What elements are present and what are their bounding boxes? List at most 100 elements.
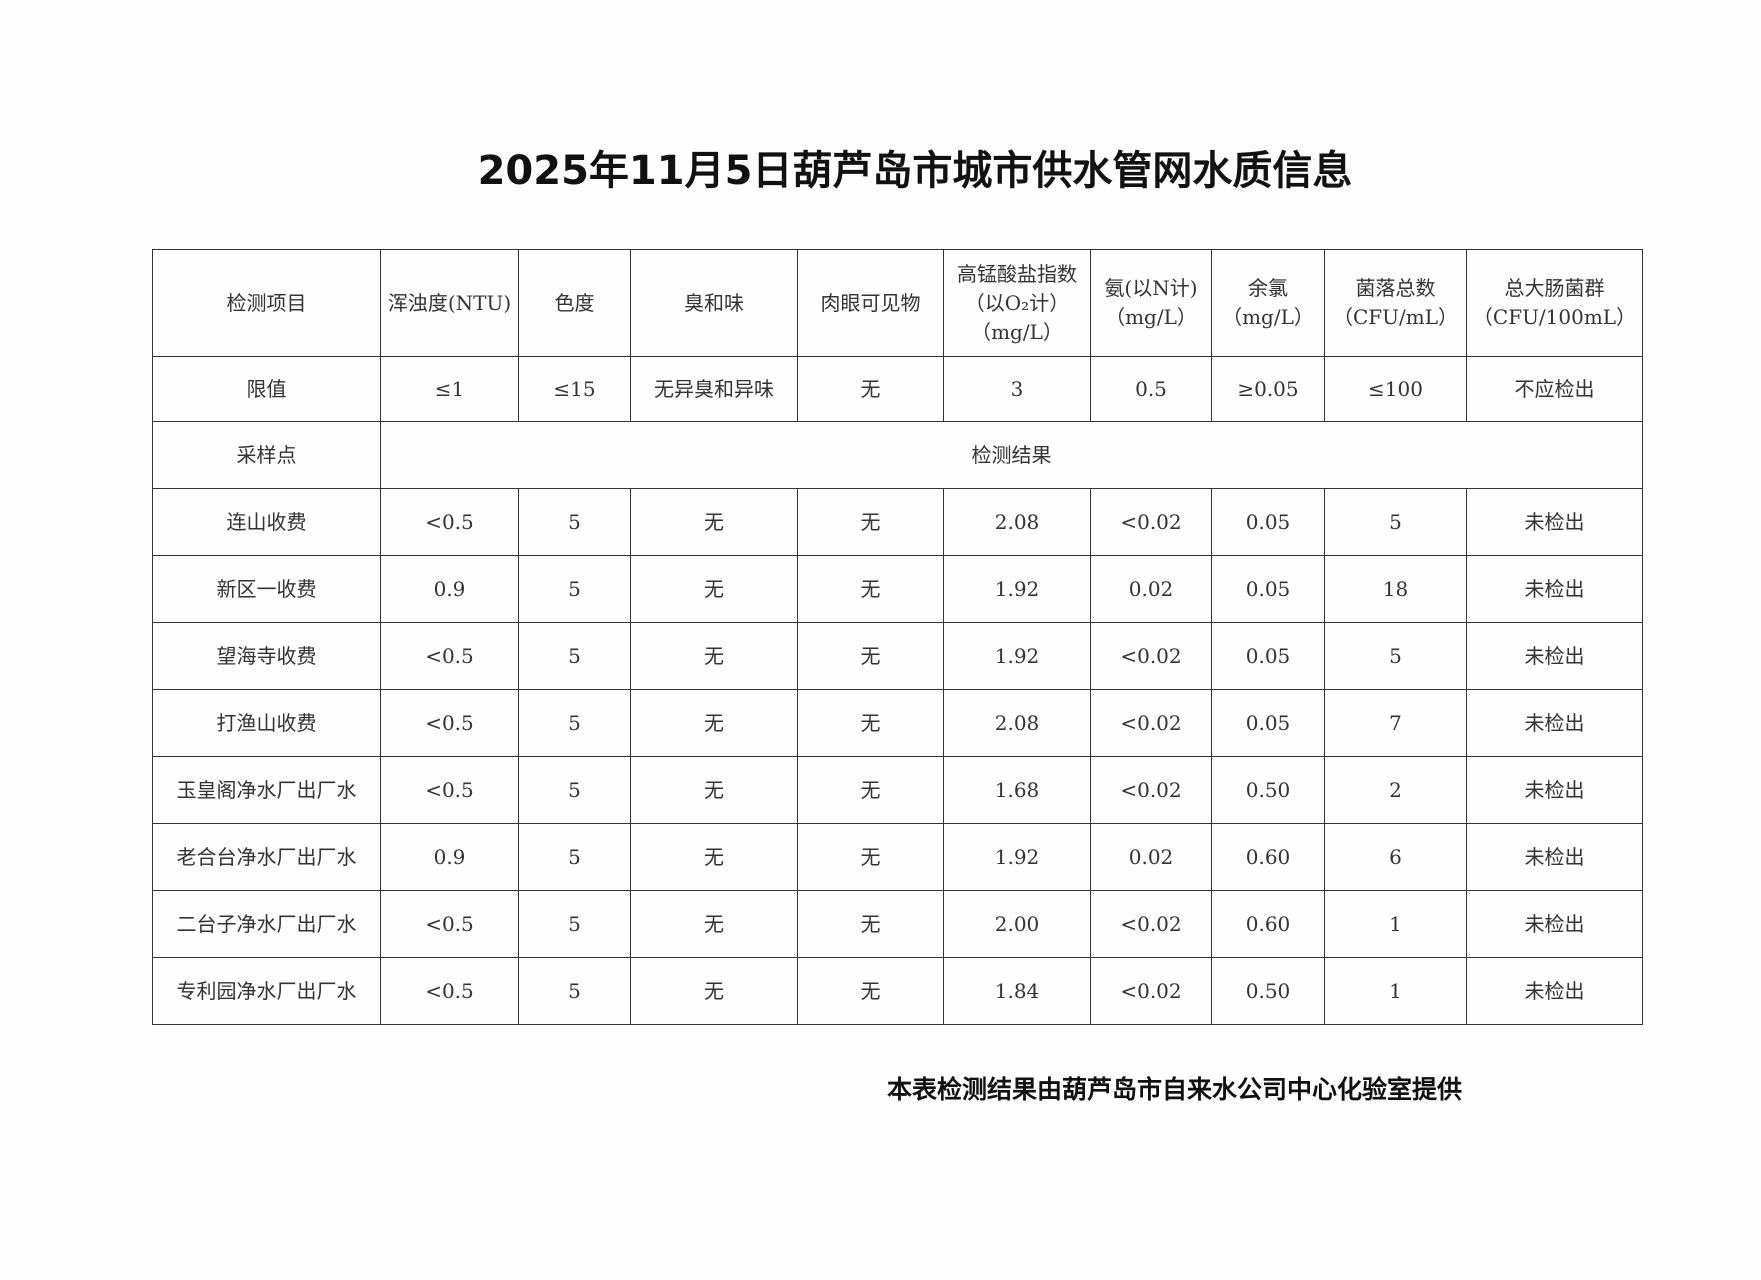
limit-cell: 0.5: [1090, 356, 1212, 422]
footer-note: 本表检测结果由葫芦岛市自来水公司中心化验室提供: [887, 1075, 1463, 1104]
table-cell: 5: [518, 488, 631, 556]
header-cell: 高锰酸盐指数（以O₂计）（mg/L）: [943, 249, 1091, 357]
table-cell: 0.05: [1211, 488, 1325, 556]
header-cell: 余氯（mg/L）: [1211, 249, 1325, 357]
table-cell: 无: [797, 689, 944, 757]
table-cell: 无: [630, 823, 798, 891]
table-cell: 无: [630, 890, 798, 958]
table-cell: 0.60: [1211, 823, 1325, 891]
table-cell: 新区一收费: [152, 555, 381, 623]
table-row: 连山收费 <0.5 5 无无 2.08 <0.02 0.05 5 未检出: [152, 488, 1643, 556]
table-cell: 5: [1324, 622, 1467, 690]
limit-cell: ≤1: [380, 356, 519, 422]
table-cell: 0.02: [1090, 555, 1212, 623]
table-cell: 未检出: [1466, 957, 1643, 1025]
table-cell: 1.92: [943, 823, 1091, 891]
table-cell: 5: [518, 555, 631, 623]
table-row: 专利园净水厂出厂水 <0.5 5 无无 1.84 <0.02 0.50 1 未检出: [152, 957, 1643, 1025]
header-cell: 总大肠菌群（CFU/100mL）: [1466, 249, 1643, 357]
table-cell: 0.05: [1211, 689, 1325, 757]
table-cell: 望海寺收费: [152, 622, 381, 690]
table-row: 玉皇阁净水厂出厂水 <0.5 5 无无 1.68 <0.02 0.50 2 未检出: [152, 756, 1643, 824]
table-cell: 未检出: [1466, 555, 1643, 623]
table-cell: 0.50: [1211, 756, 1325, 824]
header-row: 检测项目 浑浊度(NTU) 色度 臭和味 肉眼可见物 高锰酸盐指数（以O₂计）（mg/L）…: [152, 249, 1643, 357]
water-quality-table: 检测项目 浑浊度(NTU) 色度 臭和味 肉眼可见物 高锰酸盐指数（以O₂计）（mg/L）…: [152, 249, 1643, 1025]
table-row: 二台子净水厂出厂水 <0.5 5 无无 2.00 <0.02 0.60 1 未检出: [152, 890, 1643, 958]
table-cell: 无: [630, 622, 798, 690]
table-cell: 玉皇阁净水厂出厂水: [152, 756, 381, 824]
table-cell: 无: [797, 957, 944, 1025]
limit-row: 限值 ≤1 ≤15 无异臭和异味无 3 0.5 ≥0.05 ≤100 不应检出: [152, 356, 1643, 422]
table-cell: 老合台净水厂出厂水: [152, 823, 381, 891]
table-cell: 0.50: [1211, 957, 1325, 1025]
table-cell: <0.5: [380, 756, 519, 824]
table-cell: <0.5: [380, 689, 519, 757]
table-cell: <0.5: [380, 622, 519, 690]
limit-cell: 无异臭和异味: [630, 356, 798, 422]
table-cell: 5: [518, 823, 631, 891]
table-cell: 无: [630, 488, 798, 556]
header-cell: 肉眼可见物: [797, 249, 944, 357]
table-cell: 无: [797, 488, 944, 556]
table-cell: 5: [1324, 488, 1467, 556]
table-cell: 1: [1324, 957, 1467, 1025]
table-cell: 6: [1324, 823, 1467, 891]
limit-cell: 限值: [152, 356, 381, 422]
table-cell: <0.02: [1090, 957, 1212, 1025]
table-cell: 无: [630, 957, 798, 1025]
table-cell: 0.05: [1211, 622, 1325, 690]
table-cell: <0.5: [380, 890, 519, 958]
table-cell: 0.9: [380, 823, 519, 891]
table-cell: <0.02: [1090, 689, 1212, 757]
table-cell: 1.68: [943, 756, 1091, 824]
table-cell: 2.08: [943, 689, 1091, 757]
table-cell: 未检出: [1466, 890, 1643, 958]
results-label: 检测结果: [380, 421, 1643, 489]
table-cell: 连山收费: [152, 488, 381, 556]
limit-cell: 不应检出: [1466, 356, 1643, 422]
table-cell: 二台子净水厂出厂水: [152, 890, 381, 958]
table-cell: 未检出: [1466, 622, 1643, 690]
table-cell: <0.02: [1090, 890, 1212, 958]
page-title: 2025年11月5日葫芦岛市城市供水管网水质信息: [477, 148, 1353, 194]
table-cell: <0.5: [380, 957, 519, 1025]
table-cell: 打渔山收费: [152, 689, 381, 757]
table-cell: 未检出: [1466, 823, 1643, 891]
table-cell: 0.60: [1211, 890, 1325, 958]
table-cell: 5: [518, 957, 631, 1025]
table-row: 新区一收费 0.9 5 无无 1.92 0.02 0.05 18 未检出: [152, 555, 1643, 623]
table-cell: 2: [1324, 756, 1467, 824]
table-cell: 5: [518, 689, 631, 757]
header-cell: 菌落总数（CFU/mL）: [1324, 249, 1467, 357]
table-cell: 0.05: [1211, 555, 1325, 623]
sample-row: 采样点 检测结果: [152, 421, 1643, 489]
table-cell: 2.00: [943, 890, 1091, 958]
table-cell: 未检出: [1466, 488, 1643, 556]
table-cell: 无: [797, 756, 944, 824]
table-cell: 无: [630, 555, 798, 623]
table-cell: 无: [630, 756, 798, 824]
table-cell: 0.9: [380, 555, 519, 623]
table-cell: 0.02: [1090, 823, 1212, 891]
table-cell: 未检出: [1466, 756, 1643, 824]
header-cell: 浑浊度(NTU): [380, 249, 519, 357]
table-cell: <0.02: [1090, 622, 1212, 690]
table-cell: 无: [630, 689, 798, 757]
limit-cell: ≤15: [518, 356, 631, 422]
table-cell: 无: [797, 622, 944, 690]
table-cell: <0.5: [380, 488, 519, 556]
header-cell: 氨(以N计)（mg/L）: [1090, 249, 1212, 357]
header-cell: 臭和味: [630, 249, 798, 357]
table-cell: 专利园净水厂出厂水: [152, 957, 381, 1025]
table-row: 打渔山收费 <0.5 5 无无 2.08 <0.02 0.05 7 未检出: [152, 689, 1643, 757]
table-cell: 5: [518, 756, 631, 824]
table-row: 望海寺收费 <0.5 5 无无 1.92 <0.02 0.05 5 未检出: [152, 622, 1643, 690]
table-cell: <0.02: [1090, 756, 1212, 824]
table-cell: 7: [1324, 689, 1467, 757]
limit-cell: 3: [943, 356, 1091, 422]
table-cell: 5: [518, 890, 631, 958]
limit-cell: ≥0.05: [1211, 356, 1325, 422]
table-cell: 2.08: [943, 488, 1091, 556]
limit-cell: 无: [797, 356, 944, 422]
